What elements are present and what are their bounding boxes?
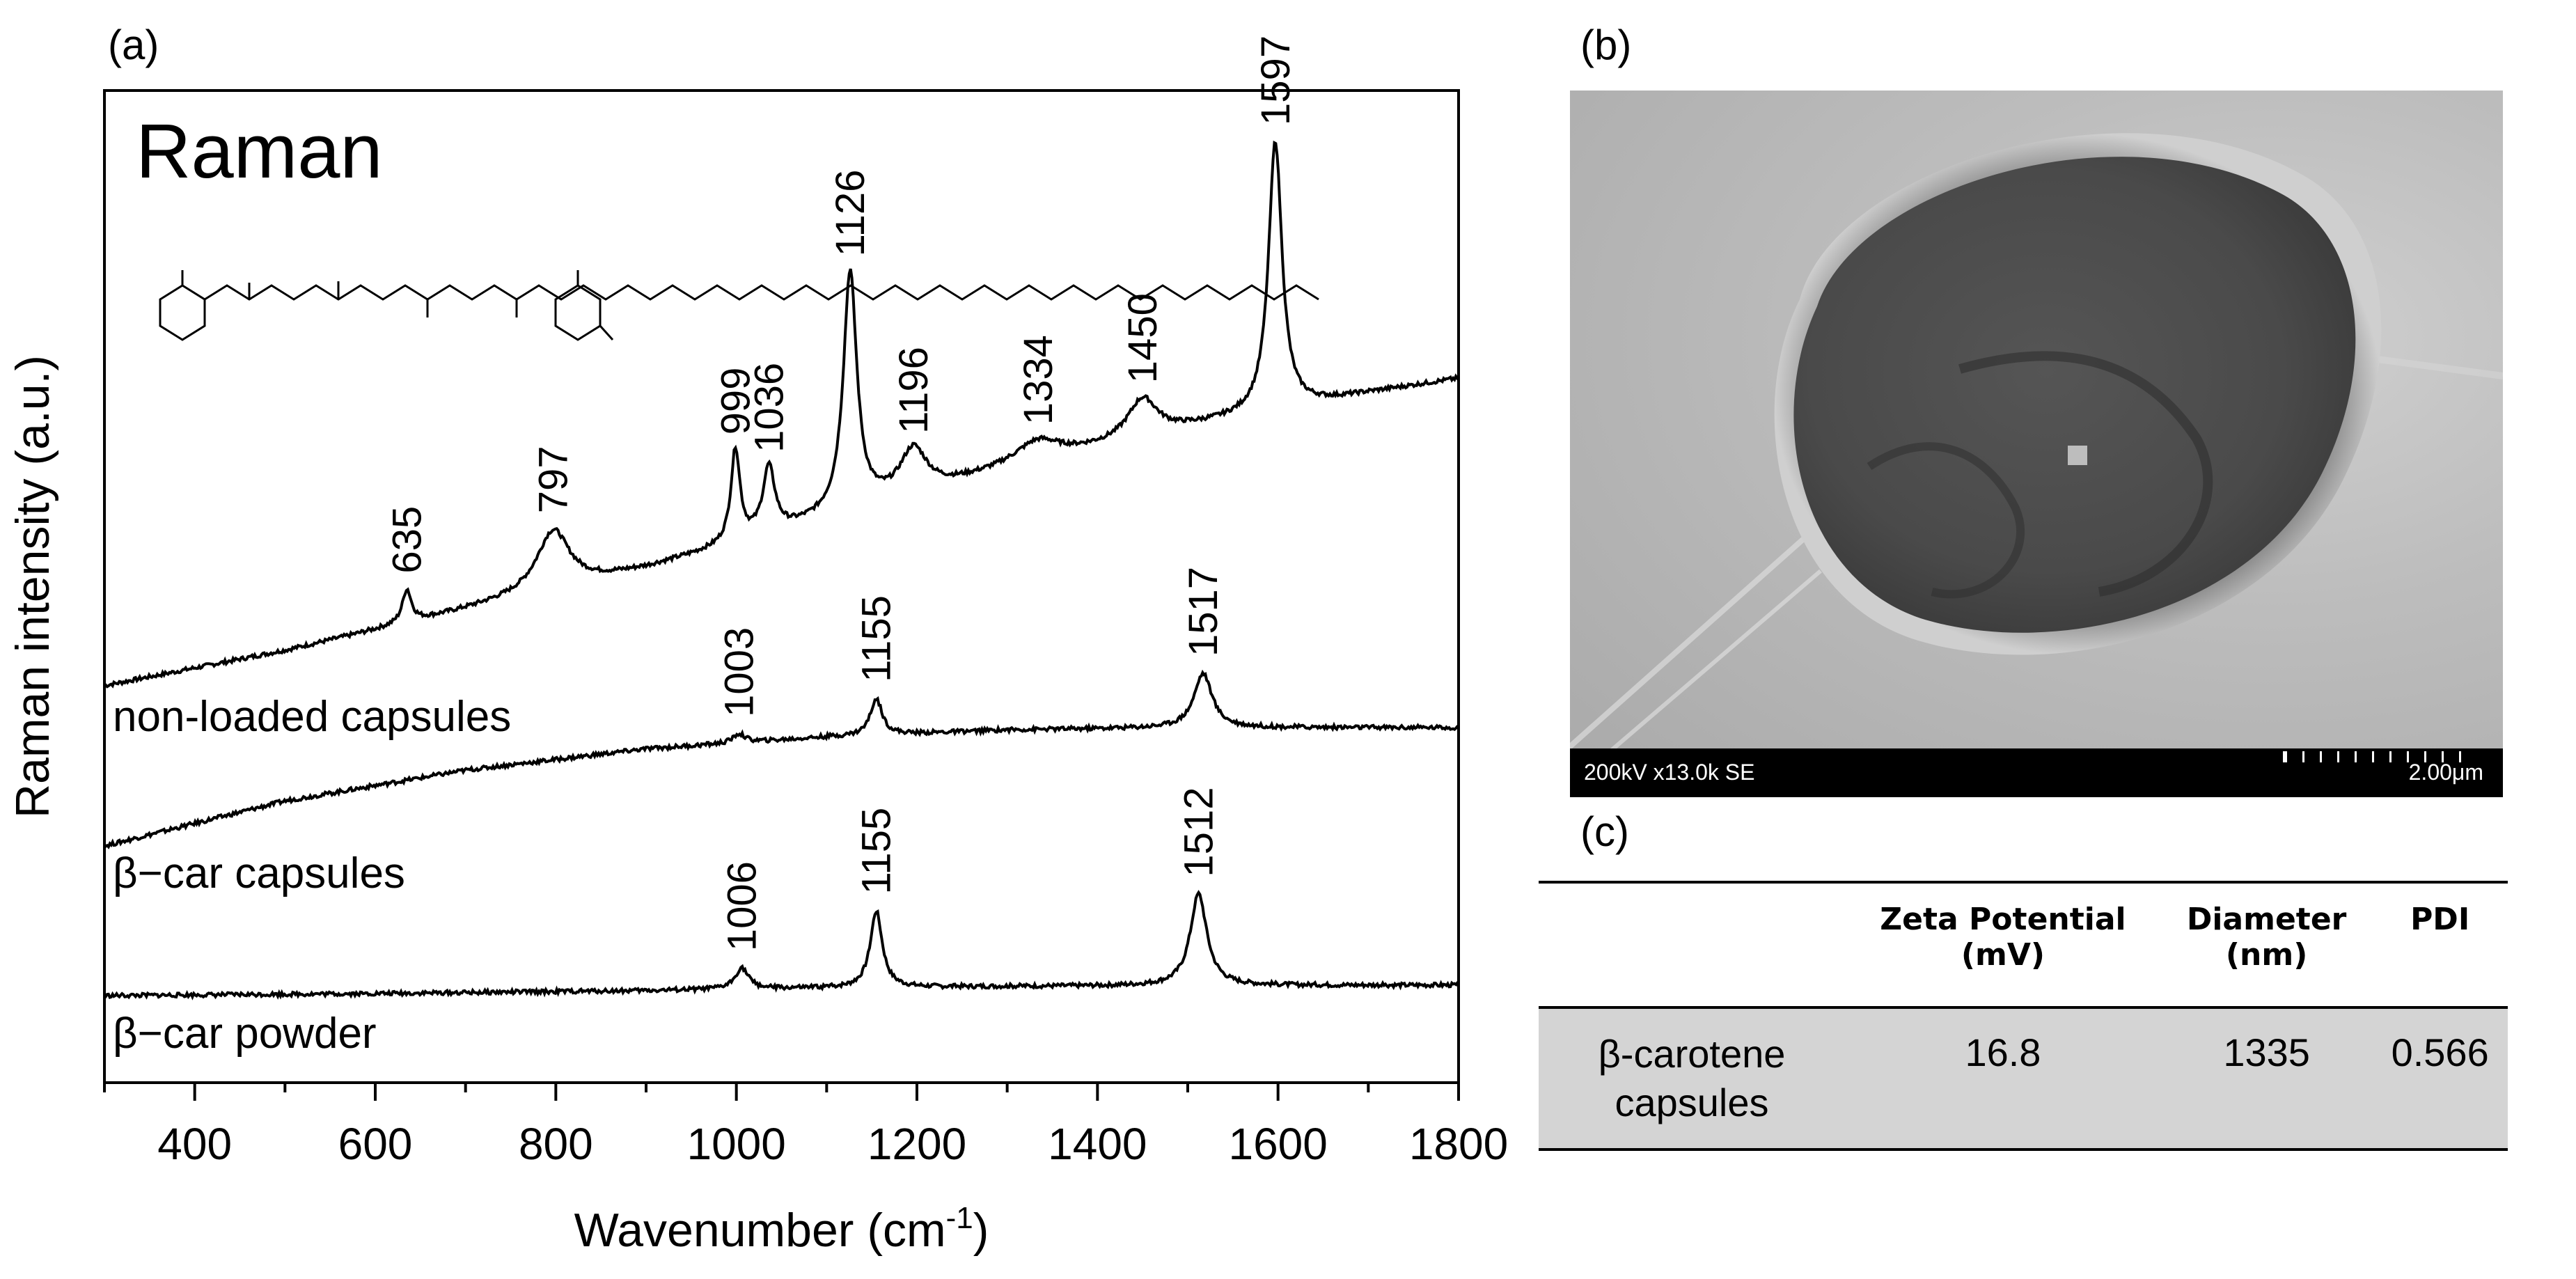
capsule-particle xyxy=(1570,133,2503,782)
table-header-row: Zeta Potential (mV) Diameter (nm) PDI xyxy=(1539,881,2508,1007)
table-header-sample xyxy=(1539,881,1845,1007)
table-cell-sample: β-carotene capsules xyxy=(1539,1006,1845,1151)
peak-label: 1334 xyxy=(1016,335,1061,425)
table-row: β-carotene capsules 16.8 1335 0.566 xyxy=(1539,1006,2508,1151)
table-cell-pdi: 0.566 xyxy=(2372,1006,2508,1151)
series-name-label: β−car capsules xyxy=(113,849,405,897)
raman-chart: 400 600 800 1000 1200 1400 1600 1800 6357979991… xyxy=(6,36,1508,1257)
series-name-label: β−car powder xyxy=(113,1010,377,1058)
scale-bar-ticks xyxy=(2283,751,2461,762)
peak-label: 1517 xyxy=(1181,567,1226,657)
scale-bar-label: 2.00μm xyxy=(2408,760,2483,785)
sample-name-line1: β-carotene xyxy=(1598,1032,1786,1076)
table-header-pdi: PDI xyxy=(2372,881,2508,1007)
peak-label: 1006 xyxy=(719,861,764,951)
panel-label-a: (a) xyxy=(108,22,159,68)
table-header-diameter: Diameter (nm) xyxy=(2160,881,2373,1007)
x-tick-label: 600 xyxy=(338,1119,413,1169)
x-tick-label: 400 xyxy=(157,1119,232,1169)
table-cell-zeta: 16.8 xyxy=(1845,1006,2161,1151)
x-tick-label: 1600 xyxy=(1228,1119,1327,1169)
sample-name-line2: capsules xyxy=(1615,1081,1769,1124)
series-line xyxy=(104,140,1460,689)
x-tick-label: 1200 xyxy=(867,1119,966,1169)
x-tick-label: 1000 xyxy=(686,1119,785,1169)
series-line xyxy=(103,890,1460,1001)
properties-table: Zeta Potential (mV) Diameter (nm) PDI β-… xyxy=(1539,881,2508,1151)
spectra xyxy=(103,140,1460,1001)
peak-label: 635 xyxy=(384,506,430,574)
y-axis-label: Raman intensity (a.u.) xyxy=(6,355,59,818)
sem-image: 200kV x13.0k SE 2.00μm xyxy=(1570,91,2503,797)
peak-label: 1036 xyxy=(746,363,792,453)
plot-frame xyxy=(103,89,1460,1084)
x-tick-label: 1800 xyxy=(1409,1119,1508,1169)
x-tick-label: 1400 xyxy=(1048,1119,1147,1169)
table-cell-diameter: 1335 xyxy=(2160,1006,2373,1151)
peak-label: 1155 xyxy=(854,595,900,682)
chart-title: Raman xyxy=(136,109,383,194)
sem-acquisition-info: 200kV x13.0k SE xyxy=(1584,760,1755,785)
peak-label: 1450 xyxy=(1120,293,1165,383)
peak-label: 797 xyxy=(531,446,576,514)
panel-label-c: (c) xyxy=(1580,808,1629,855)
table-header-zeta: Zeta Potential (mV) xyxy=(1845,881,2161,1007)
beta-carotene-structure-icon xyxy=(159,270,1319,341)
x-axis: 400 600 800 1000 1200 1400 1600 1800 xyxy=(103,1083,1508,1169)
peak-label: 1512 xyxy=(1177,787,1222,877)
peak-label: 1196 xyxy=(891,347,936,434)
peak-label: 1597 xyxy=(1253,36,1298,125)
peak-label: 1155 xyxy=(854,808,900,895)
peak-label: 1126 xyxy=(828,170,873,257)
x-tick-label: 800 xyxy=(519,1119,593,1169)
x-axis-label: Wavenumber (cm-1) xyxy=(574,1201,989,1257)
sem-info-bar: 200kV x13.0k SE 2.00μm xyxy=(1570,748,2503,797)
peak-label: 1003 xyxy=(717,627,762,717)
panel-label-b: (b) xyxy=(1580,22,1632,68)
series-name-label: non-loaded capsules xyxy=(113,693,511,741)
series-line xyxy=(103,669,1460,849)
peak-label: 999 xyxy=(713,368,758,435)
